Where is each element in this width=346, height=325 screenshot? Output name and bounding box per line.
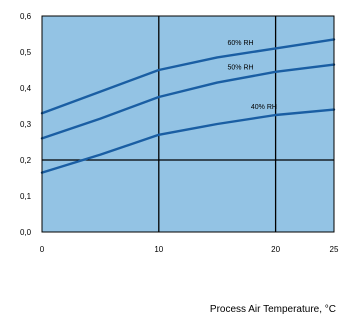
- series-label: 60% RH: [228, 40, 254, 47]
- series-labels: 60% RH 50% RH 40% RH: [228, 40, 277, 111]
- series-line: [40, 108, 336, 174]
- y-tick-label: 0,0: [20, 228, 32, 237]
- tick-labels: 0,0 0,1 0,2 0,3 0,4 0,5 0,6 0 10 20 25: [20, 12, 339, 254]
- plot-frame: [41, 15, 335, 233]
- y-tick-label: 0,6: [20, 12, 32, 21]
- y-tick-label: 0,3: [20, 120, 32, 129]
- series-line: [40, 63, 336, 140]
- y-tick-label: 0,2: [20, 156, 32, 165]
- y-tick-label: 0,4: [20, 84, 32, 93]
- y-tick-label: 0,1: [20, 192, 32, 201]
- series-label: 40% RH: [251, 104, 277, 111]
- series-lines: [40, 38, 336, 174]
- x-tick-label: 0: [40, 245, 45, 254]
- series-label: 50% RH: [228, 64, 254, 71]
- x-tick-label: 25: [330, 245, 339, 254]
- series-line: [40, 38, 336, 115]
- x-tick-label: 20: [271, 245, 280, 254]
- grid-lines: [42, 16, 334, 232]
- x-axis-label: Process Air Temperature, °C: [209, 304, 336, 315]
- x-tick-label: 10: [154, 245, 163, 254]
- y-tick-label: 0,5: [20, 48, 32, 57]
- plot-area: [42, 16, 334, 232]
